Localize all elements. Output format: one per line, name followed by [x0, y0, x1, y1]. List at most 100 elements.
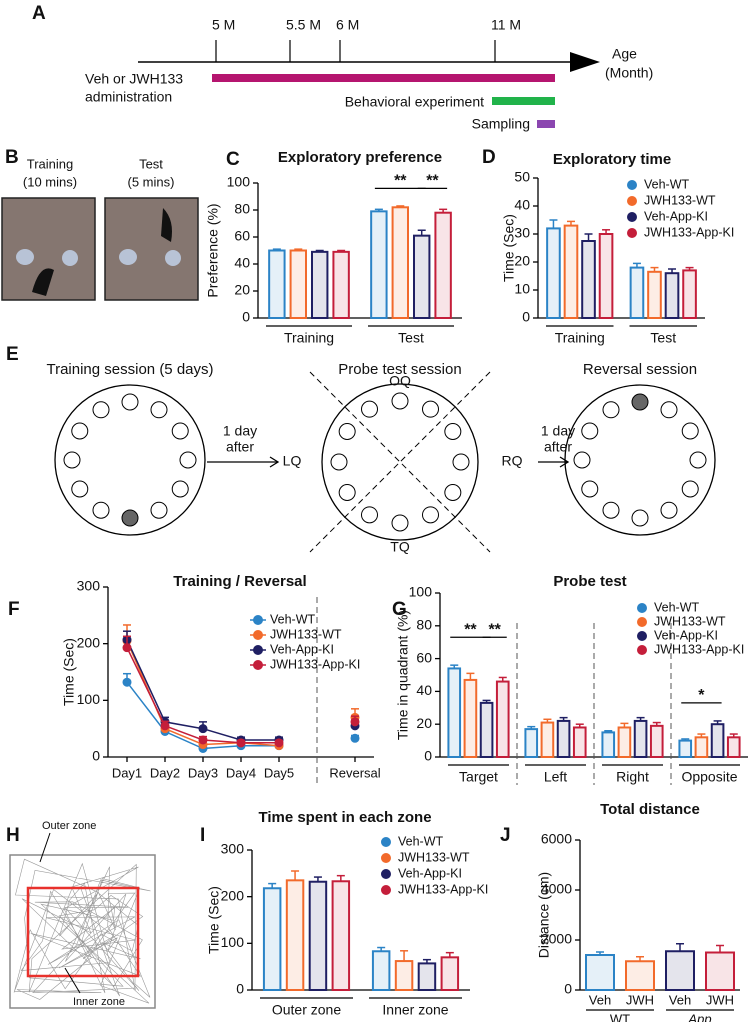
- legend-marker: [627, 180, 637, 190]
- bar: [391, 206, 410, 319]
- arrow-label: after: [544, 439, 572, 455]
- legend-marker: [253, 645, 263, 655]
- y-axis-label: Preference (%): [205, 203, 221, 297]
- point: [198, 735, 208, 745]
- hole: [631, 509, 649, 527]
- y-tick-label: 100: [77, 691, 101, 707]
- bar: [572, 726, 587, 758]
- hole: [689, 451, 707, 469]
- period-label: administration: [85, 89, 172, 105]
- y-tick-label: 0: [424, 748, 432, 764]
- period-label: Sampling: [472, 116, 530, 132]
- pool: [321, 383, 479, 541]
- bar: [289, 249, 308, 319]
- bar: [664, 272, 680, 320]
- pointer: [64, 967, 81, 994]
- bar: [617, 726, 632, 758]
- hole: [150, 501, 168, 519]
- x-tick-label: Right: [616, 769, 649, 785]
- arrow-label: after: [226, 439, 254, 455]
- hole: [121, 509, 139, 527]
- x-tick-label: Day4: [226, 765, 256, 780]
- hole: [92, 401, 110, 419]
- hole: [71, 480, 89, 498]
- hole: [573, 451, 591, 469]
- mouse: [32, 268, 54, 296]
- bar: [463, 678, 478, 758]
- point: [350, 733, 360, 743]
- hole: [422, 400, 439, 418]
- point: [198, 724, 208, 734]
- timeline-tick-label: 5 M: [212, 17, 235, 33]
- y-axis-label: Time (Sec): [501, 214, 517, 282]
- hole: [581, 422, 599, 440]
- panel-letter: A: [32, 3, 46, 24]
- y-axis-label: Time (Sec): [206, 886, 222, 954]
- panel-letter: J: [500, 825, 511, 846]
- track: [13, 858, 151, 1004]
- panel-letter: G: [392, 599, 407, 620]
- legend-marker: [627, 212, 637, 222]
- arrow-head: [269, 456, 280, 468]
- hole: [391, 514, 409, 532]
- bar: [705, 951, 735, 991]
- y-tick-label: 20: [234, 282, 250, 298]
- quadrant-label: LQ: [283, 453, 302, 469]
- y-tick-label: 0: [522, 309, 530, 325]
- session-title: Probe test session: [338, 361, 461, 378]
- legend-marker: [381, 869, 391, 879]
- legend-label: Veh-WT: [654, 600, 700, 614]
- bar: [412, 234, 431, 319]
- y-tick-label: 200: [77, 634, 101, 650]
- hole: [179, 451, 197, 469]
- bar: [563, 224, 579, 320]
- x-tick-label: JWH: [706, 992, 734, 1007]
- hole: [581, 480, 599, 498]
- bar: [417, 962, 437, 992]
- mouse: [161, 208, 172, 242]
- hole: [171, 480, 189, 498]
- bar: [540, 721, 555, 758]
- bar: [665, 950, 695, 991]
- bar: [556, 719, 571, 758]
- session-title: Reversal session: [583, 361, 697, 378]
- x-tick-label: JWH: [626, 992, 654, 1007]
- bar: [678, 739, 693, 758]
- object: [16, 249, 34, 265]
- legend-label: Veh-App-KI: [398, 866, 462, 880]
- timeline-tick-label: 5.5 M: [286, 17, 321, 33]
- quadrant-label: TQ: [390, 539, 410, 555]
- y-tick-label: 6000: [541, 831, 572, 847]
- hole: [660, 401, 678, 419]
- bar: [633, 719, 648, 758]
- y-tick-label: 30: [514, 225, 530, 241]
- session-title: Training session (5 days): [46, 361, 213, 378]
- bar: [585, 954, 615, 991]
- chart-title: Time spent in each zone: [258, 809, 431, 826]
- hole: [338, 484, 356, 501]
- x-tick-label: Training: [284, 330, 334, 346]
- x-tick-label: Veh: [669, 992, 691, 1007]
- hole: [150, 401, 168, 419]
- legend-label: JWH133-WT: [644, 193, 716, 207]
- legend-label: JWH133-WT: [270, 627, 342, 641]
- y-tick-label: 40: [234, 255, 250, 271]
- bar: [394, 960, 414, 991]
- y-tick-label: 60: [416, 649, 432, 665]
- x-tick-label: Training: [555, 330, 605, 346]
- legend-label: JWH133-App-KI: [270, 657, 360, 671]
- period-label: Veh or JWH133: [85, 71, 183, 87]
- arrow-head: [559, 456, 570, 468]
- hole: [361, 400, 378, 418]
- hole: [63, 451, 81, 469]
- significance-label: **: [394, 173, 407, 190]
- bar: [479, 701, 494, 759]
- legend-marker: [381, 885, 391, 895]
- quadrant-divider: [309, 371, 491, 553]
- legend-marker: [637, 631, 647, 641]
- y-tick-label: 100: [221, 934, 245, 950]
- point: [122, 677, 132, 687]
- hole: [391, 392, 409, 410]
- legend-label: JWH133-App-KI: [644, 225, 734, 239]
- timeline-tick-label: 11 M: [491, 17, 521, 33]
